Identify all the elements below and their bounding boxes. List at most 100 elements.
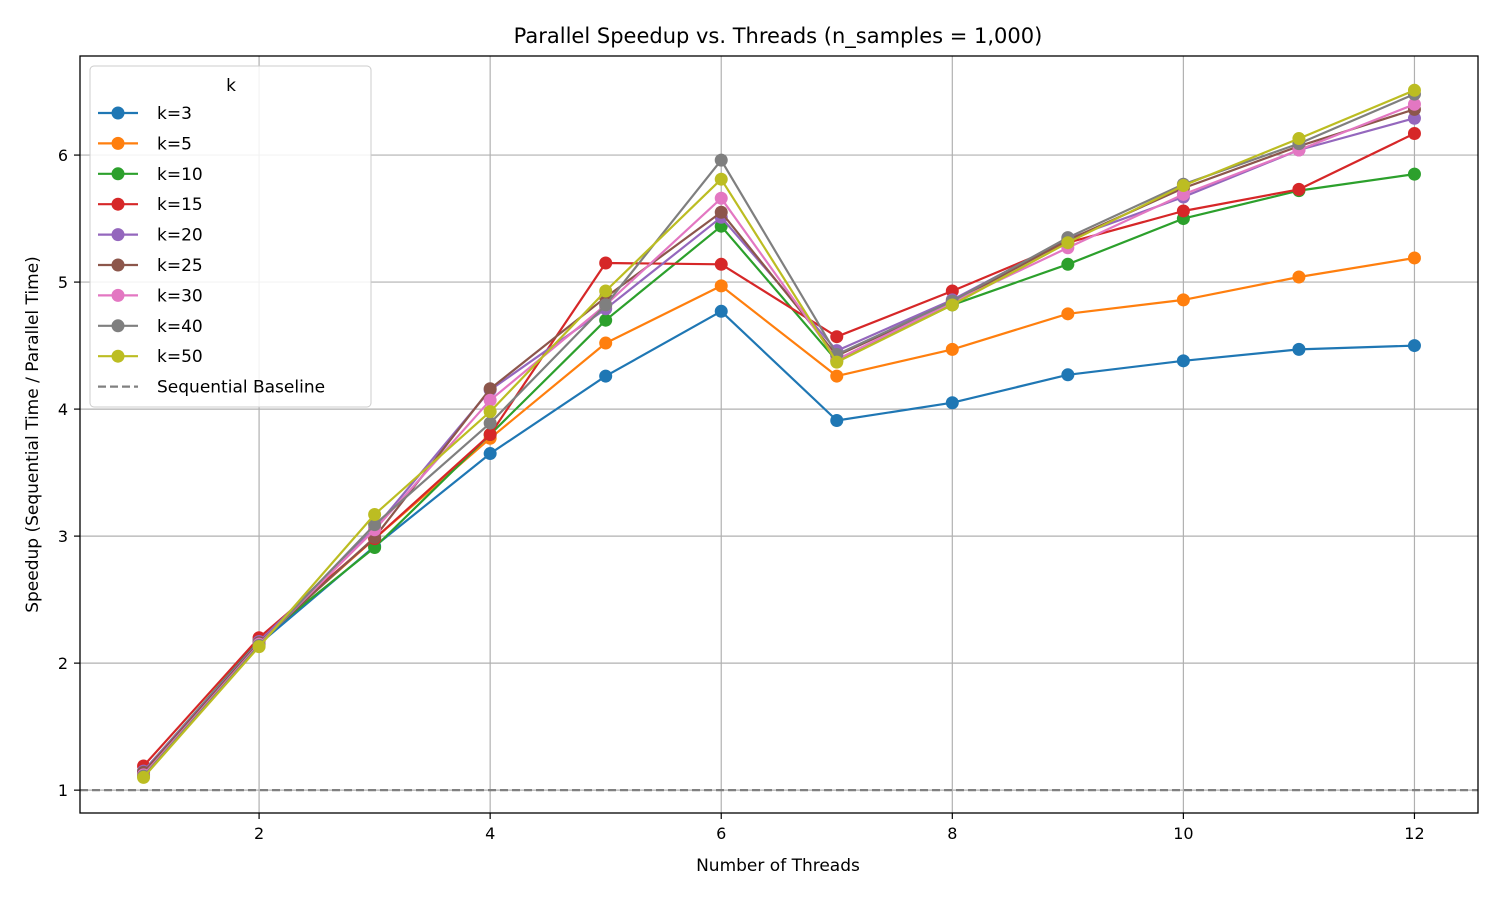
data-point [1176,293,1190,307]
series-line [142,89,1415,779]
data-point [945,284,959,298]
x-tick-label: 8 [947,824,957,843]
data-point [137,770,151,784]
y-tick-label: 2 [58,654,68,673]
data-point [483,416,497,430]
data-point [714,153,728,167]
x-tick-label: 6 [716,824,726,843]
x-tick-label: 12 [1404,824,1424,843]
legend-item: k=40 [98,317,203,337]
data-point [1407,111,1421,125]
legend-title: k [226,76,236,96]
data-point [830,355,844,369]
data-point [945,298,959,312]
data-point [714,205,728,219]
y-axis-label: Speedup (Sequential Time / Parallel Time… [23,256,43,613]
legend-marker [111,197,125,211]
legend-label: Sequential Baseline [157,378,325,398]
data-point [1061,307,1075,321]
x-axis-ticks: 2 4 6 8 10 12 [254,813,1425,843]
legend-marker [111,136,125,150]
data-point [483,447,497,461]
series-line [142,108,1415,774]
legend-item: k=5 [98,134,192,154]
data-point [368,518,382,532]
data-point [830,414,844,428]
data-point [1061,368,1075,382]
data-point [599,298,613,312]
data-point [1292,342,1306,356]
data-point [368,541,382,555]
data-point [714,304,728,318]
legend-item: k=30 [98,286,203,306]
legend-item: k=50 [98,347,203,367]
data-point [714,257,728,271]
data-point [1176,204,1190,218]
legend-label: k=5 [157,134,192,154]
legend-label: k=10 [157,165,203,185]
data-point [1407,126,1421,140]
plot-frame [79,55,1479,814]
legend-item: k=3 [98,104,192,124]
series-layer [137,83,1421,784]
x-axis-label: Number of Threads [696,856,860,876]
legend-label: k=3 [157,104,192,124]
y-tick-label: 4 [58,400,68,419]
legend-label: k=40 [157,317,203,337]
data-point [483,382,497,396]
y-tick-label: 5 [58,273,68,292]
legend-marker [111,106,125,120]
legend-marker [111,319,125,333]
legend-marker [111,288,125,302]
y-axis-ticks: 1 2 3 4 5 6 [58,146,80,800]
data-point [714,191,728,205]
legend-label: k=30 [157,286,203,306]
data-point [714,172,728,186]
data-point [599,256,613,270]
data-point [483,405,497,419]
series-k-50 [137,83,1421,784]
data-point [1407,167,1421,181]
data-point [714,279,728,293]
data-point [1061,257,1075,271]
legend-marker [111,167,125,181]
legend-marker [111,258,125,272]
data-point [599,284,613,298]
legend-items: k=3 k=5 k=10 k=15 k=20 k=25 k=30 k=40 k=50 Sequen… [98,104,325,398]
data-point [483,393,497,407]
legend-item: k=10 [98,165,203,185]
data-point [252,640,266,654]
y-tick-label: 1 [58,781,68,800]
chart-title: Parallel Speedup vs. Threads (n_samples … [514,24,1043,49]
legend-marker [111,349,125,363]
data-point [945,396,959,410]
data-point [830,330,844,344]
data-point [368,508,382,522]
data-point [830,369,844,383]
data-point [1176,179,1190,193]
data-point [599,336,613,350]
data-point [1176,187,1190,201]
legend-item: k=15 [98,195,203,215]
series-line [142,103,1415,776]
legend-marker [111,228,125,242]
data-point [714,219,728,233]
legend-label: k=20 [157,226,203,246]
data-point [599,313,613,327]
series-line [142,173,1415,772]
data-point [599,369,613,383]
legend-label: k=25 [157,256,203,276]
data-point [1292,270,1306,284]
legend-box [89,65,372,408]
data-point [1061,236,1075,250]
data-point [483,428,497,441]
data-point [945,342,959,356]
x-tick-label: 4 [485,824,495,843]
legend-label: k=50 [157,347,203,367]
legend-item-baseline: Sequential Baseline [98,378,325,398]
y-tick-label: 3 [58,527,68,546]
y-tick-label: 6 [58,146,68,165]
x-tick-label: 2 [254,824,264,843]
legend-item: k=20 [98,226,203,246]
